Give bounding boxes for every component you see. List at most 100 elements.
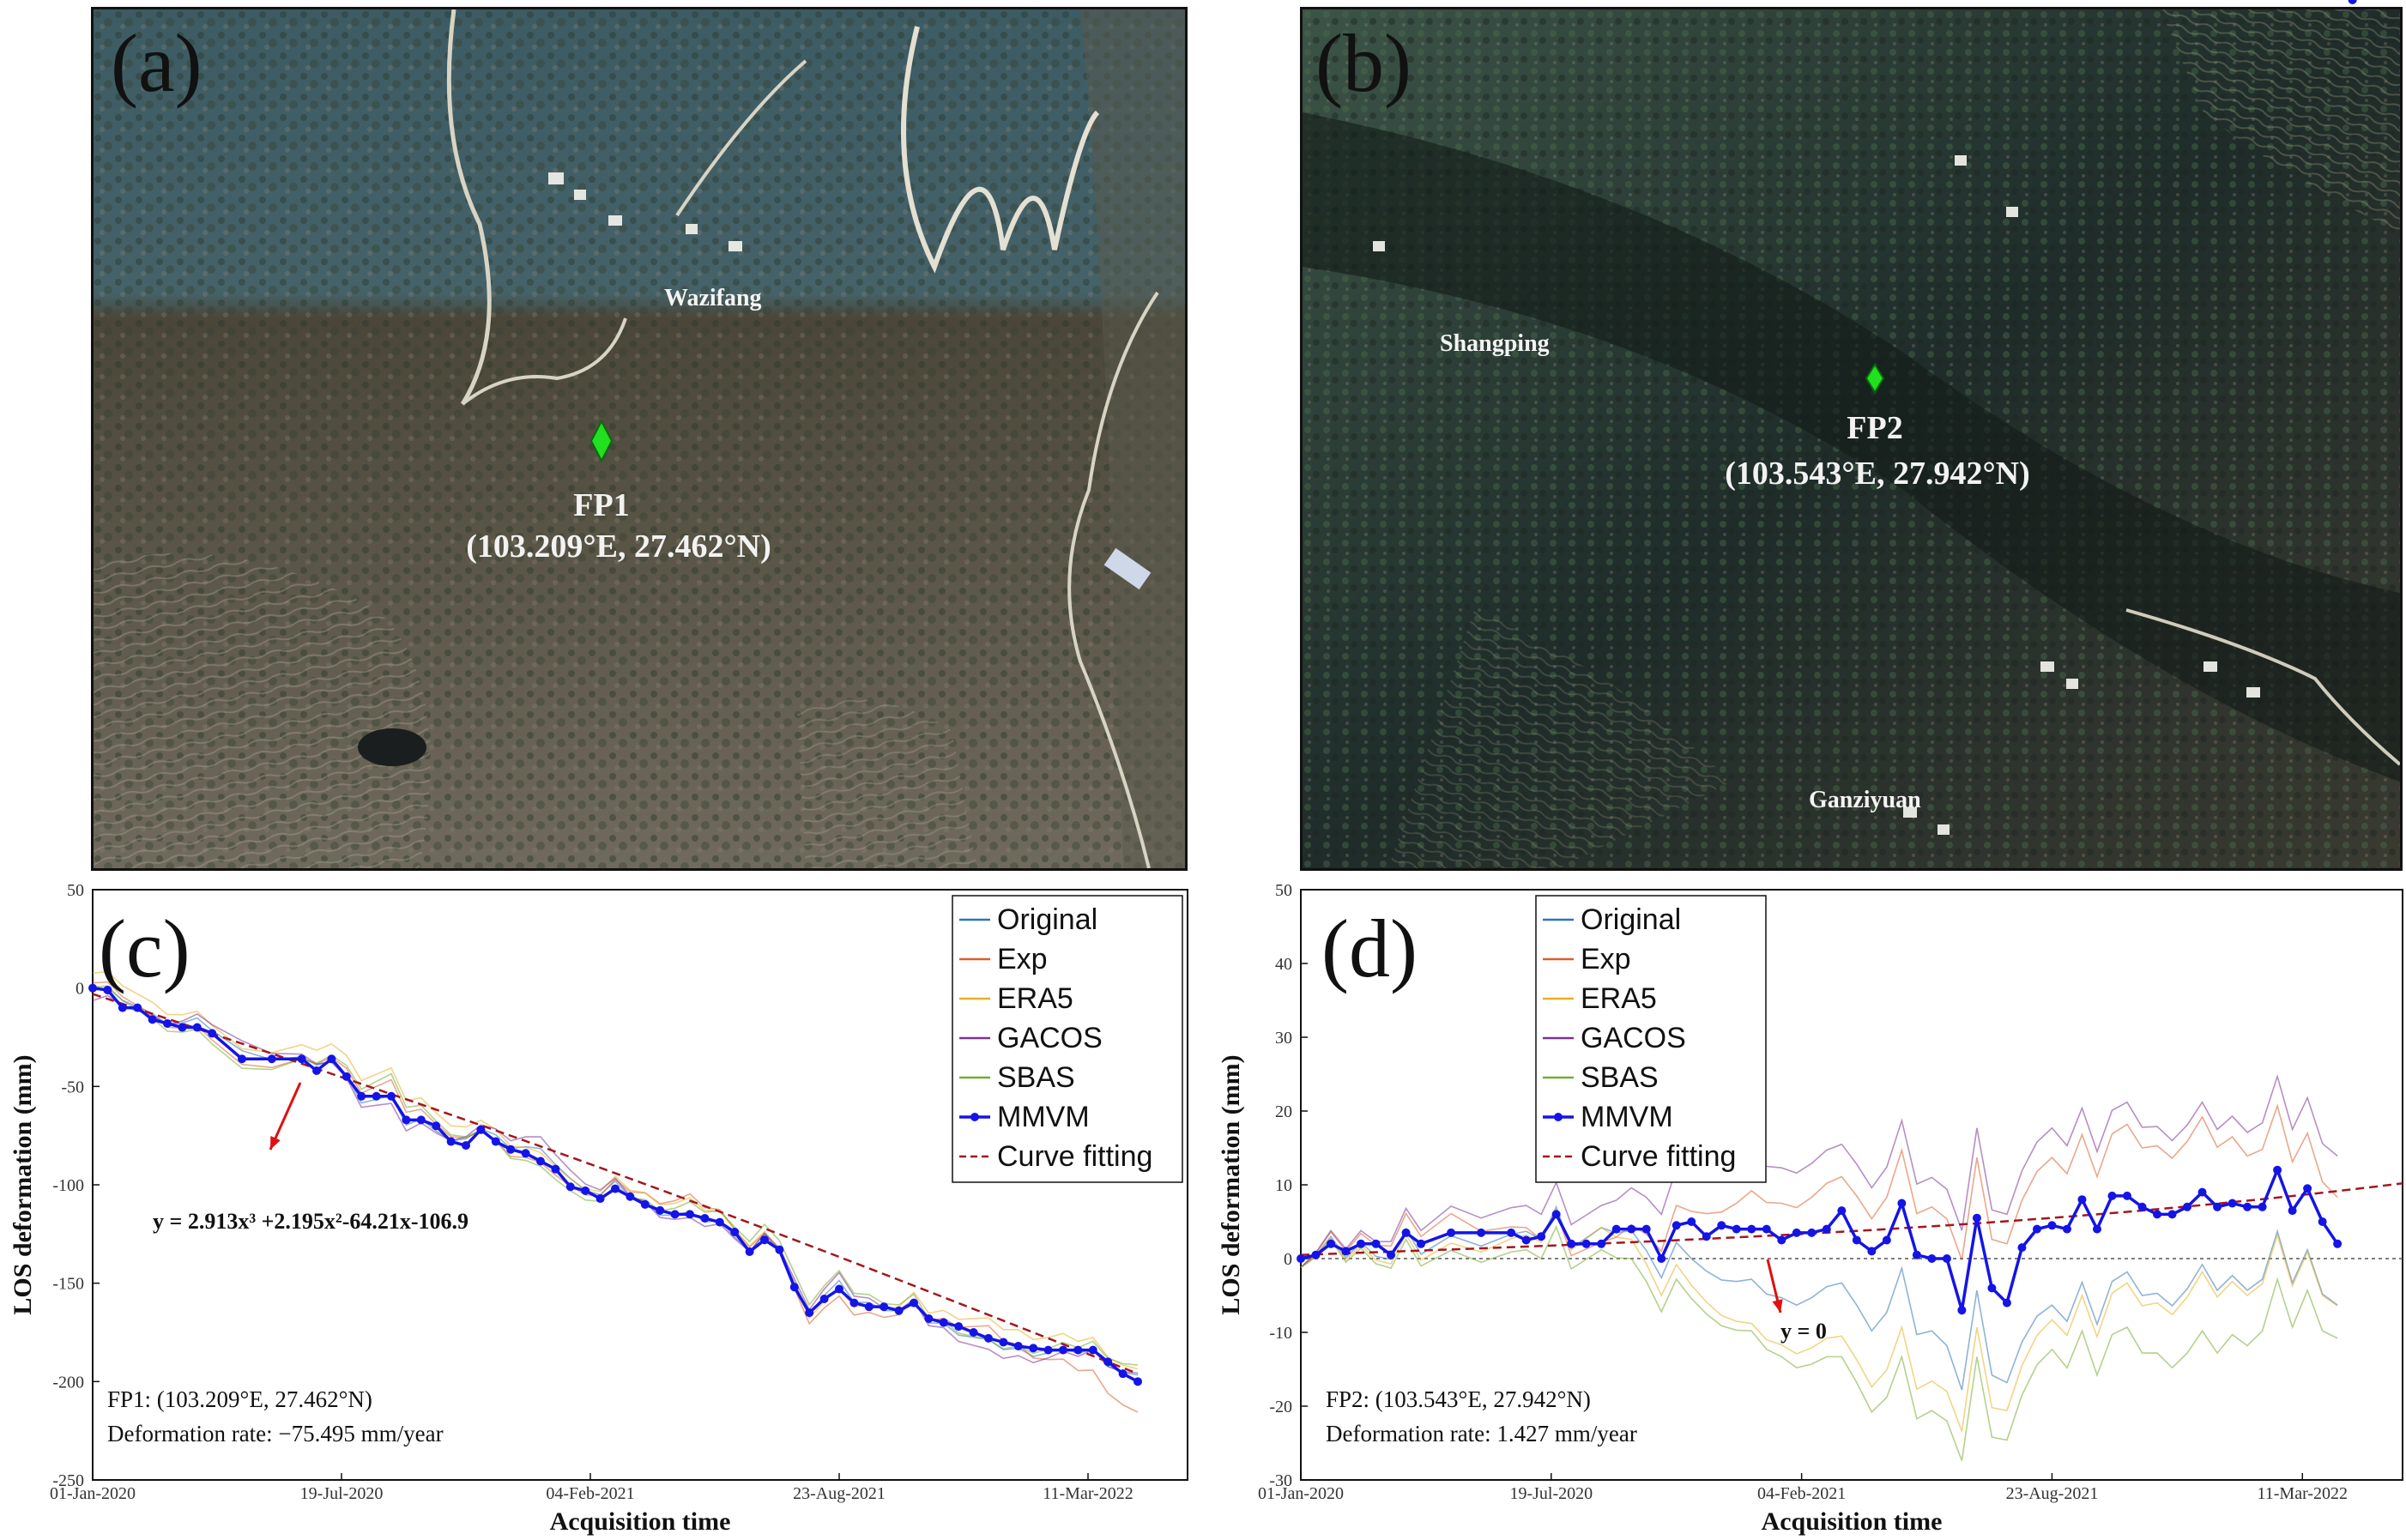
y-tick-label: 50 [1275, 881, 1292, 900]
mmvm-point [1477, 1228, 1486, 1237]
mmvm-point [969, 1328, 978, 1337]
mmvm-point [1371, 1239, 1381, 1248]
mmvm-point [789, 1283, 799, 1292]
mmvm-point [2288, 1206, 2297, 1216]
mmvm-point [506, 1144, 516, 1154]
mmvm-point [2167, 1210, 2177, 1219]
mmvm-point [1957, 1306, 1967, 1315]
mmvm-point [2348, 0, 2357, 4]
mmvm-point [1897, 1199, 1907, 1208]
legend-label-exp: Exp [997, 943, 1048, 975]
mmvm-point [372, 1091, 381, 1101]
mmvm-point [192, 1023, 202, 1032]
mmvm-point [1013, 1342, 1023, 1351]
mmvm-point [2303, 1184, 2312, 1193]
mmvm-point [1521, 1235, 1531, 1245]
mmvm-point [1702, 1232, 1711, 1241]
mmvm-point [745, 1247, 754, 1256]
mmvm-point [402, 1115, 411, 1125]
mmvm-point [1657, 1254, 1666, 1263]
y-axis-label: LOS deformation (mm) [9, 1054, 37, 1314]
mmvm-point [1327, 1239, 1336, 1248]
mmvm-point [1341, 1247, 1351, 1256]
legend-label-sbas: SBAS [1581, 1061, 1659, 1094]
mmvm-point [1672, 1221, 1681, 1230]
mmvm-point [1118, 1369, 1127, 1379]
mmvm-point [2243, 1202, 2252, 1211]
x-tick-label: 11-Mar-2022 [2258, 1484, 2349, 1503]
fp1-name: FP1 [573, 487, 629, 523]
mmvm-point [999, 1338, 1008, 1347]
legend-label-mmvm: MMVM [1581, 1101, 1673, 1133]
mmvm-point [163, 1018, 172, 1028]
mmvm-point [1927, 1254, 1937, 1263]
mmvm-point [1029, 1344, 1038, 1353]
legend-label-mmvm: MMVM [997, 1101, 1090, 1133]
mmvm-point [894, 1306, 904, 1315]
legend-marker-mmvm [970, 1113, 979, 1121]
y-axis-label: LOS deformation (mm) [1217, 1054, 1245, 1314]
mmvm-point [327, 1054, 336, 1064]
info-deformation-rate: Deformation rate: −75.495 mm/year [107, 1421, 444, 1446]
mmvm-point [462, 1141, 470, 1150]
mmvm-point [939, 1318, 948, 1327]
mmvm-point [387, 1091, 396, 1101]
y-tick-label: 0 [76, 980, 84, 999]
series-era5-line [1300, 1207, 2338, 1432]
mmvm-point [1417, 1239, 1426, 1248]
panel-letter: (d) [1321, 903, 1418, 994]
mmvm-point [536, 1157, 545, 1166]
mmvm-point [581, 1186, 590, 1195]
mmvm-point [1297, 1254, 1305, 1263]
mmvm-point [2107, 1191, 2117, 1200]
legend-box [1535, 895, 1767, 1183]
mmvm-point [2047, 1221, 2057, 1230]
mmvm-point [2197, 1187, 2207, 1197]
y-tick-label: 50 [67, 881, 84, 900]
mmvm-point [1447, 1228, 1456, 1237]
panel-letter-a: (a) [111, 17, 203, 109]
mmvm-point [1747, 1224, 1756, 1234]
mmvm-point [1852, 1235, 1861, 1245]
y-tick-label: 40 [1275, 955, 1292, 974]
mmvm-point [1807, 1228, 1817, 1237]
y-tick-label: -150 [52, 1275, 84, 1294]
mmvm-point [656, 1205, 665, 1215]
mmvm-point [1942, 1254, 1951, 1263]
y-tick-label: -30 [1269, 1471, 1292, 1490]
satellite-view-b: Shangping Ganziyuan FP2 (103.543°E, 27.9… [1303, 9, 2400, 868]
info-location: FP2: (103.543°E, 27.942°N) [1326, 1386, 1591, 1412]
mmvm-point [760, 1235, 769, 1245]
fit-equation: y = 0 [1780, 1319, 1827, 1344]
y-tick-label: -200 [52, 1373, 84, 1392]
mmvm-point [910, 1298, 918, 1307]
mmvm-point [640, 1199, 650, 1209]
fit-equation: y = 2.913x³ +2.195x²-64.21x-106.9 [153, 1209, 469, 1234]
mmvm-point [1581, 1239, 1591, 1248]
mmvm-point [2137, 1202, 2147, 1211]
series-sbas-line [1300, 1224, 2338, 1461]
legend-label-era5: ERA5 [997, 982, 1073, 1015]
mmvm-point [730, 1228, 740, 1237]
mmvm-point [432, 1121, 441, 1131]
mmvm-point [1133, 1377, 1142, 1386]
mmvm-point [1567, 1239, 1576, 1248]
legend-label-era5: ERA5 [1581, 982, 1657, 1015]
mmvm-point [1103, 1357, 1113, 1367]
mmvm-point [835, 1284, 843, 1294]
place-label-b-1: Ganziyuan [1809, 787, 1921, 813]
mmvm-point [1311, 1250, 1321, 1259]
mmvm-point [357, 1091, 366, 1101]
legend-label-gacos: GACOS [1581, 1022, 1686, 1054]
mmvm-point [1401, 1228, 1411, 1237]
fp2-name: FP2 [1847, 410, 1902, 446]
x-tick-label: 04-Feb-2021 [1757, 1484, 1846, 1503]
fp2-marker [1865, 363, 1885, 394]
x-axis-label: Acquisition time [550, 1507, 731, 1536]
series-era5-line [92, 970, 1139, 1370]
x-tick-label: 01-Jan-2020 [1258, 1484, 1344, 1503]
mmvm-point [595, 1194, 605, 1204]
mmvm-point [238, 1054, 246, 1064]
